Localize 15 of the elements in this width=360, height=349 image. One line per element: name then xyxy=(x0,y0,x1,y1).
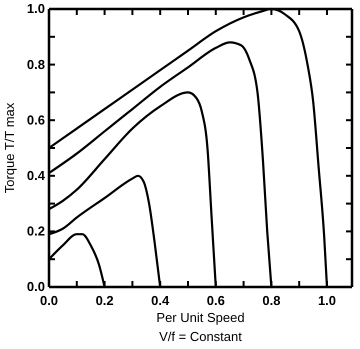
x-tick-label: 0.4 xyxy=(151,293,170,308)
y-tick-label: 0.4 xyxy=(26,168,46,183)
y-tick-label: 0.6 xyxy=(26,112,45,128)
y-tick-label: 0.2 xyxy=(26,224,45,239)
x-tick-label: 0.6 xyxy=(206,293,225,308)
y-tick-label: 1.0 xyxy=(26,1,45,16)
x-tick-label: 1.0 xyxy=(318,293,336,308)
text: V/f = Constant xyxy=(159,329,242,344)
x-tick-label: 0.8 xyxy=(262,293,280,308)
y-axis-title: Torque T/T max xyxy=(2,102,17,194)
x-axis-title: Per Unit Speed xyxy=(156,310,245,325)
y-tick-label: 0.8 xyxy=(26,56,45,72)
x-tick-label: 0.2 xyxy=(96,293,114,308)
y-tick-label: 0.0 xyxy=(26,279,45,294)
x-tick-label: 0.0 xyxy=(40,293,58,308)
